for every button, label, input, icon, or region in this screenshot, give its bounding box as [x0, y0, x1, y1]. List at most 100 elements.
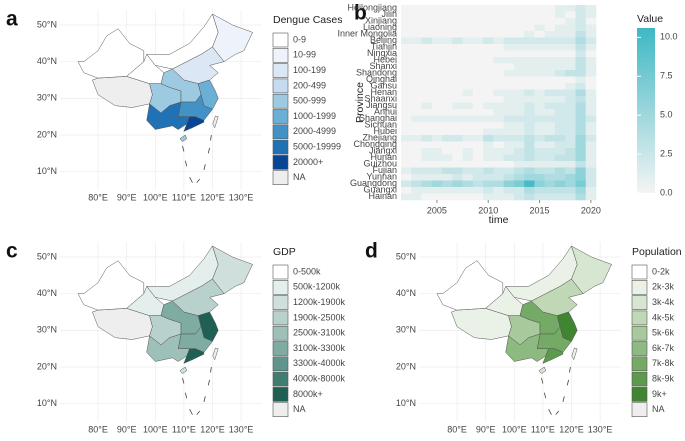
x-tick-label: 80°E — [88, 424, 108, 434]
heat-cell — [452, 122, 463, 129]
heat-cell — [544, 161, 556, 168]
heat-cell — [524, 89, 535, 97]
heat-cell — [513, 37, 525, 45]
heat-cell — [431, 128, 443, 136]
heat-cell — [462, 5, 474, 12]
heat-cell — [472, 187, 484, 194]
heat-cell — [575, 174, 587, 181]
legend-label: 500-999 — [293, 96, 326, 106]
heat-cell — [565, 115, 576, 123]
heat-cell — [442, 102, 453, 110]
heat-cell — [431, 11, 443, 19]
heat-cell — [483, 115, 494, 123]
heat-cell — [411, 128, 422, 136]
heat-cell — [442, 31, 453, 38]
heat-cell — [575, 96, 587, 103]
heat-cell — [483, 180, 494, 188]
heat-cell — [452, 83, 463, 90]
legend-label: 4000k-8000k — [293, 373, 346, 383]
heat-cell — [421, 70, 433, 77]
heat-cell — [421, 63, 433, 71]
heat-cell — [534, 76, 545, 84]
heat-cell — [585, 57, 597, 64]
heat-cell — [503, 24, 515, 32]
legend-swatch — [631, 402, 648, 418]
legend-label: 3k-4k — [652, 297, 675, 307]
y-tick-label: Shaanxi — [364, 94, 397, 104]
heat-cell — [565, 96, 576, 103]
boundary-dash — [184, 160, 188, 167]
heat-cell — [483, 37, 494, 45]
heat-cell — [452, 167, 463, 175]
heat-cell — [452, 57, 463, 64]
x-tick-label: 120°E — [559, 424, 584, 434]
x-tick-label: 2015 — [530, 205, 550, 215]
heat-cell — [493, 174, 504, 181]
heat-cell — [483, 167, 494, 175]
heat-cell — [452, 128, 463, 136]
heat-cell — [411, 135, 422, 142]
y-tick-label: 10°N — [37, 166, 57, 176]
heat-cell — [493, 109, 504, 116]
heat-cell — [462, 128, 474, 136]
heat-cell — [462, 187, 474, 194]
heat-cell — [401, 193, 412, 201]
heat-cell — [544, 102, 556, 110]
heat-cell — [421, 174, 433, 181]
heat-cell — [493, 161, 504, 168]
heat-cell — [442, 135, 453, 142]
y-tick-label: Jiangsu — [366, 100, 397, 110]
heat-cell — [503, 57, 515, 64]
heat-cell — [462, 37, 474, 45]
heat-cell — [452, 37, 463, 45]
legend-label: 1900k-2500k — [293, 312, 346, 322]
heat-cell — [554, 109, 566, 116]
heat-cell — [554, 115, 566, 123]
heat-cell — [421, 128, 433, 136]
heat-cell — [442, 57, 453, 64]
heat-cell — [503, 187, 515, 194]
heat-cell — [575, 5, 587, 12]
y-tick-label: Qinghai — [366, 74, 397, 84]
heat-cell — [462, 96, 474, 103]
heat-cell — [524, 37, 535, 45]
heat-cell — [431, 31, 443, 38]
heat-cell — [554, 83, 566, 90]
heat-cell — [554, 161, 566, 168]
heat-cell — [585, 180, 597, 188]
legend-swatch — [631, 264, 648, 280]
heat-cell — [401, 115, 412, 123]
heat-cell — [421, 76, 433, 84]
heat-cell — [565, 57, 576, 64]
heat-cell — [513, 102, 525, 110]
heat-cell — [431, 180, 443, 188]
heat-cell — [483, 174, 494, 181]
legend-label: 8k-9k — [652, 373, 675, 383]
y-tick-label: 10°N — [396, 398, 416, 408]
heat-cell — [534, 31, 545, 38]
heat-cell — [411, 18, 422, 25]
heat-cell — [431, 187, 443, 194]
heat-cell — [513, 63, 525, 71]
heat-cell — [503, 96, 515, 103]
heat-cell — [462, 57, 474, 64]
heat-cell — [462, 154, 474, 162]
x-tick-label: 110°E — [531, 424, 555, 434]
heat-cell — [534, 50, 545, 58]
y-tick-label: 30°N — [37, 325, 57, 335]
legend-label: 2000-4999 — [293, 126, 336, 136]
heat-cell — [585, 135, 597, 142]
heat-cell — [493, 31, 504, 38]
heat-cell — [554, 102, 566, 110]
heat-cell — [544, 122, 556, 129]
boundary-dash — [210, 366, 212, 373]
heat-cell — [524, 57, 535, 64]
heat-cell — [493, 70, 504, 77]
heat-cell — [442, 63, 453, 71]
boundary-dash — [207, 379, 211, 386]
heat-cell — [503, 5, 515, 12]
heat-cell — [401, 24, 412, 32]
legend-swatch — [272, 387, 289, 402]
heat-cell — [401, 89, 412, 97]
heat-cell — [452, 44, 463, 51]
